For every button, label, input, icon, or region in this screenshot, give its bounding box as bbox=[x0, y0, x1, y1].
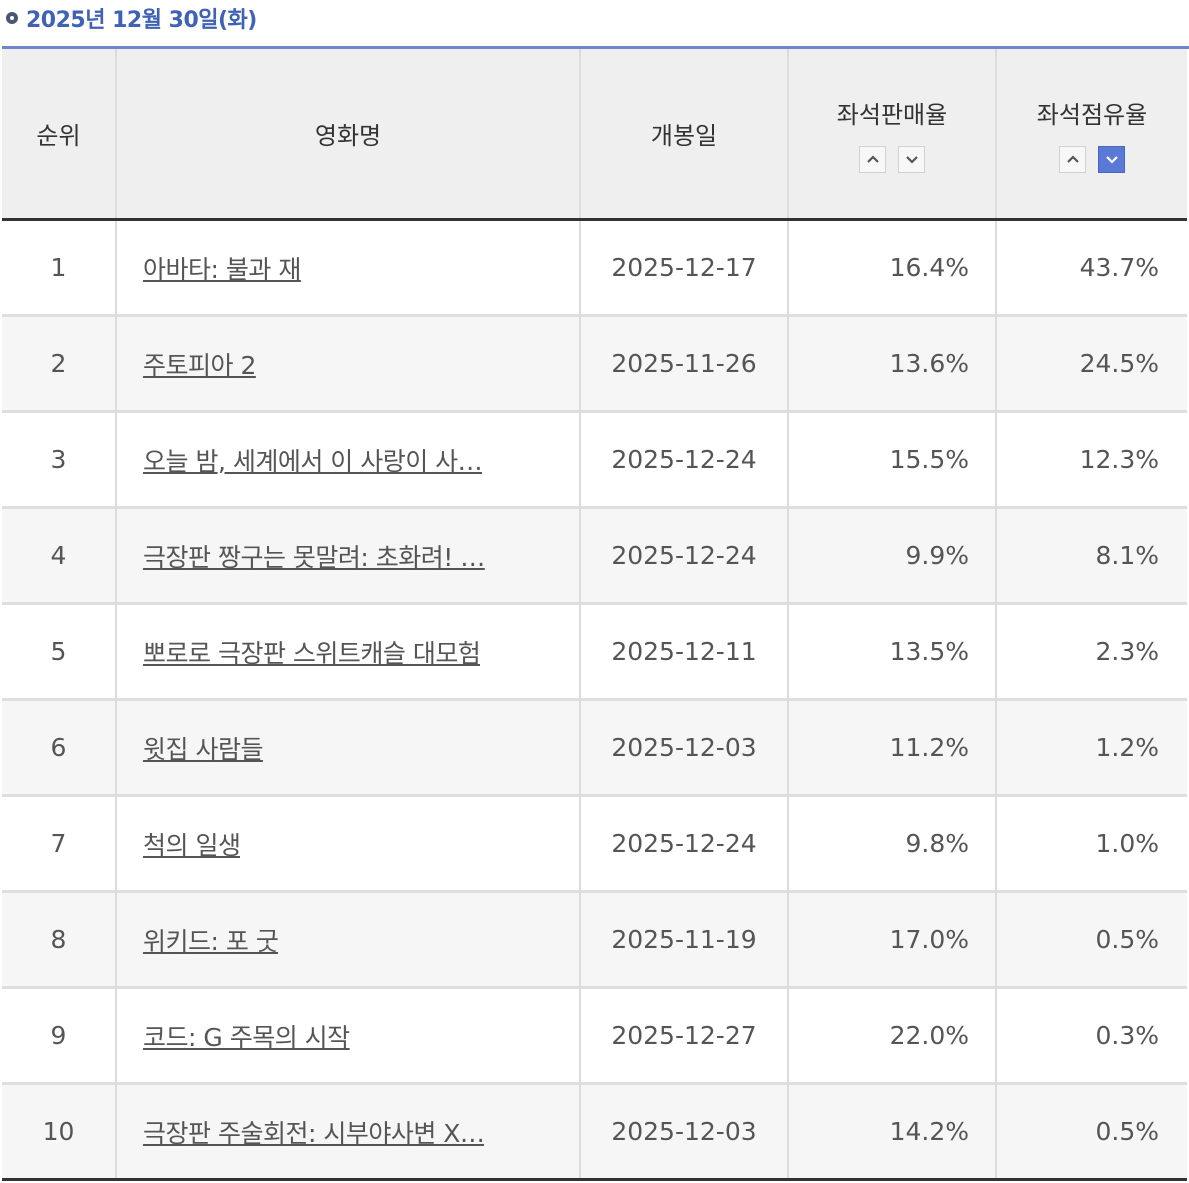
title-cell: 아바타: 불과 재 bbox=[115, 219, 580, 317]
movie-title-link[interactable]: 코드: G 주목의 시작 bbox=[143, 1022, 350, 1052]
seat-sales-rate-cell: 11.2% bbox=[787, 699, 996, 797]
box-office-table: 순위 영화명 개봉일 좌석판매율 좌석점유율 bbox=[2, 49, 1187, 1181]
table-row: 4 극장판 짱구는 못말려: 초화려! … 2025-12-24 9.9% 8.1% bbox=[2, 507, 1187, 605]
seat-share-rate-cell: 8.1% bbox=[995, 507, 1187, 605]
movie-title-link[interactable]: 오늘 밤, 세계에서 이 사랑이 사… bbox=[143, 446, 483, 476]
seat-sales-rate-cell: 17.0% bbox=[787, 891, 996, 989]
open-date-cell: 2025-11-19 bbox=[579, 891, 788, 989]
rank-cell: 9 bbox=[2, 987, 116, 1085]
header-seat-share-rate: 좌석점유율 bbox=[995, 49, 1187, 221]
seat-share-rate-cell: 12.3% bbox=[995, 411, 1187, 509]
circle-bullet-icon bbox=[6, 12, 18, 24]
movie-title-link[interactable]: 아바타: 불과 재 bbox=[143, 254, 301, 284]
table-row: 1 아바타: 불과 재 2025-12-17 16.4% 43.7% bbox=[2, 219, 1187, 317]
open-date-cell: 2025-12-11 bbox=[579, 603, 788, 701]
seat-sales-rate-cell: 15.5% bbox=[787, 411, 996, 509]
sort-descending-button-active[interactable] bbox=[1098, 145, 1125, 173]
open-date-cell: 2025-12-24 bbox=[579, 795, 788, 893]
title-cell: 극장판 짱구는 못말려: 초화려! … bbox=[115, 507, 580, 605]
table-row: 7 척의 일생 2025-12-24 9.8% 1.0% bbox=[2, 795, 1187, 893]
top-rule bbox=[2, 46, 1189, 49]
title-cell: 오늘 밤, 세계에서 이 사랑이 사… bbox=[115, 411, 580, 509]
movie-title-link[interactable]: 윗집 사람들 bbox=[143, 734, 263, 764]
seat-share-rate-cell: 24.5% bbox=[995, 315, 1187, 413]
header-open-date: 개봉일 bbox=[579, 49, 788, 221]
header-title: 영화명 bbox=[115, 49, 580, 221]
sort-ascending-button[interactable] bbox=[1059, 145, 1086, 173]
seat-sales-rate-cell: 9.9% bbox=[787, 507, 996, 605]
open-date-cell: 2025-12-03 bbox=[579, 699, 788, 797]
open-date-cell: 2025-12-03 bbox=[579, 1083, 788, 1181]
rank-cell: 3 bbox=[2, 411, 116, 509]
chevron-up-icon bbox=[866, 154, 879, 163]
seat-sales-rate-cell: 22.0% bbox=[787, 987, 996, 1085]
title-cell: 극장판 주술회전: 시부야사변 X… bbox=[115, 1083, 580, 1181]
chevron-down-icon bbox=[1105, 155, 1118, 164]
seat-share-rate-cell: 0.5% bbox=[995, 891, 1187, 989]
open-date-cell: 2025-12-24 bbox=[579, 411, 788, 509]
movie-title-link[interactable]: 극장판 짱구는 못말려: 초화려! … bbox=[143, 542, 485, 572]
rank-cell: 8 bbox=[2, 891, 116, 989]
table-row: 6 윗집 사람들 2025-12-03 11.2% 1.2% bbox=[2, 699, 1187, 797]
seat-sales-rate-cell: 13.6% bbox=[787, 315, 996, 413]
seat-share-rate-cell: 1.0% bbox=[995, 795, 1187, 893]
rank-cell: 4 bbox=[2, 507, 116, 605]
open-date-cell: 2025-11-26 bbox=[579, 315, 788, 413]
seat-share-rate-cell: 0.5% bbox=[995, 1083, 1187, 1181]
title-cell: 척의 일생 bbox=[115, 795, 580, 893]
open-date-cell: 2025-12-17 bbox=[579, 219, 788, 317]
chevron-down-icon bbox=[905, 155, 918, 164]
rank-cell: 7 bbox=[2, 795, 116, 893]
sort-descending-button[interactable] bbox=[898, 145, 925, 173]
movie-title-link[interactable]: 척의 일생 bbox=[143, 830, 241, 860]
rank-cell: 10 bbox=[2, 1083, 116, 1181]
movie-title-link[interactable]: 주토피아 2 bbox=[143, 350, 256, 380]
rank-cell: 2 bbox=[2, 315, 116, 413]
date-heading-text: 2025년 12월 30일(화) bbox=[26, 8, 257, 33]
seat-share-rate-cell: 1.2% bbox=[995, 699, 1187, 797]
seat-share-rate-cell: 0.3% bbox=[995, 987, 1187, 1085]
movie-title-link[interactable]: 극장판 주술회전: 시부야사변 X… bbox=[143, 1118, 485, 1148]
seat-sales-rate-sort bbox=[789, 145, 995, 173]
table-row: 5 뽀로로 극장판 스위트캐슬 대모험 2025-12-11 13.5% 2.3% bbox=[2, 603, 1187, 701]
title-cell: 코드: G 주목의 시작 bbox=[115, 987, 580, 1085]
chevron-up-icon bbox=[1066, 154, 1079, 163]
rank-cell: 1 bbox=[2, 219, 116, 317]
seat-sales-rate-cell: 9.8% bbox=[787, 795, 996, 893]
title-cell: 윗집 사람들 bbox=[115, 699, 580, 797]
rank-cell: 5 bbox=[2, 603, 116, 701]
rank-cell: 6 bbox=[2, 699, 116, 797]
title-cell: 위키드: 포 굿 bbox=[115, 891, 580, 989]
movie-title-link[interactable]: 위키드: 포 굿 bbox=[143, 926, 279, 956]
seat-sales-rate-cell: 14.2% bbox=[787, 1083, 996, 1181]
table-header-row: 순위 영화명 개봉일 좌석판매율 좌석점유율 bbox=[2, 49, 1187, 221]
seat-sales-rate-label: 좌석판매율 bbox=[836, 100, 948, 129]
seat-share-rate-sort bbox=[997, 145, 1187, 173]
table-row: 3 오늘 밤, 세계에서 이 사랑이 사… 2025-12-24 15.5% 12.3% bbox=[2, 411, 1187, 509]
table-row: 10 극장판 주술회전: 시부야사변 X… 2025-12-03 14.2% 0.5% bbox=[2, 1083, 1187, 1181]
title-cell: 뽀로로 극장판 스위트캐슬 대모험 bbox=[115, 603, 580, 701]
sort-ascending-button[interactable] bbox=[859, 145, 886, 173]
table-row: 2 주토피아 2 2025-11-26 13.6% 24.5% bbox=[2, 315, 1187, 413]
open-date-cell: 2025-12-27 bbox=[579, 987, 788, 1085]
header-rank: 순위 bbox=[2, 49, 116, 221]
movie-title-link[interactable]: 뽀로로 극장판 스위트캐슬 대모험 bbox=[143, 638, 481, 668]
seat-share-rate-label: 좌석점유율 bbox=[1036, 100, 1148, 129]
header-seat-sales-rate: 좌석판매율 bbox=[787, 49, 996, 221]
table-row: 8 위키드: 포 굿 2025-11-19 17.0% 0.5% bbox=[2, 891, 1187, 989]
title-cell: 주토피아 2 bbox=[115, 315, 580, 413]
seat-sales-rate-cell: 16.4% bbox=[787, 219, 996, 317]
open-date-cell: 2025-12-24 bbox=[579, 507, 788, 605]
seat-share-rate-cell: 43.7% bbox=[995, 219, 1187, 317]
seat-sales-rate-cell: 13.5% bbox=[787, 603, 996, 701]
table-row: 9 코드: G 주목의 시작 2025-12-27 22.0% 0.3% bbox=[2, 987, 1187, 1085]
seat-share-rate-cell: 2.3% bbox=[995, 603, 1187, 701]
date-heading: 2025년 12월 30일(화) bbox=[0, 0, 1189, 36]
